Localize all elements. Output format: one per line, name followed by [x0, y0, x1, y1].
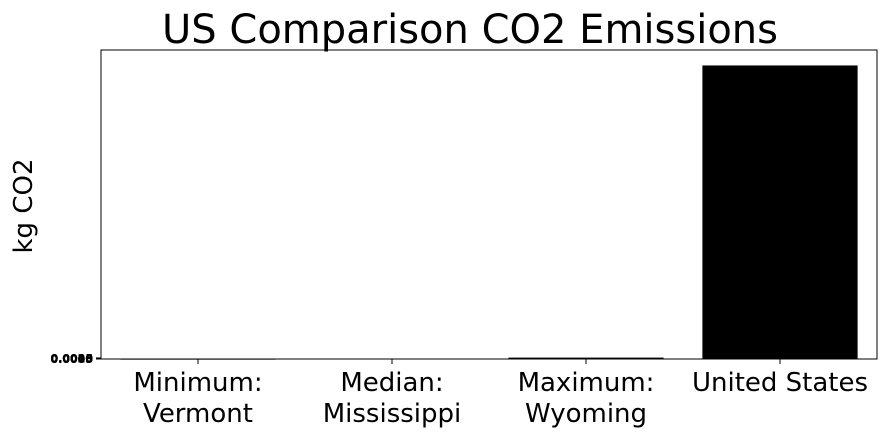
y-tick-label-0: 0.0000 [51, 353, 94, 366]
y-tick-label-2: 0.0010 [51, 353, 94, 366]
x-tick-label-1: Median: Mississippi [323, 368, 462, 429]
bar-3 [702, 65, 858, 359]
bars [120, 65, 858, 364]
y-axis-label: kg CO2 [9, 159, 39, 254]
y-tick-label-4: 0.0020 [51, 352, 94, 365]
y-tick-label-7: 0.0035 [51, 352, 93, 365]
x-tick-label-0: Minimum: Vermont [133, 368, 262, 429]
y-tick-label-6: 0.0030 [51, 352, 94, 365]
chart-title: US Comparison CO2 Emissions [162, 7, 778, 53]
x-tick-label-2: Maximum: Wyoming [518, 368, 655, 429]
y-tick-label-5: 0.0025 [51, 352, 93, 365]
x-tick-labels: Minimum: Vermont Median: Mississippi Maximum… [133, 368, 868, 429]
x-tick-label-3: United States [692, 368, 868, 398]
y-tick-label-3: 0.0015 [51, 353, 93, 366]
plot-frame [100, 49, 878, 360]
y-tick-label-1: 0.0005 [51, 353, 93, 366]
y-tick-labels: 0.00000.00050.00100.00150.00200.00250.00… [51, 352, 101, 366]
bar-2 [508, 357, 664, 359]
